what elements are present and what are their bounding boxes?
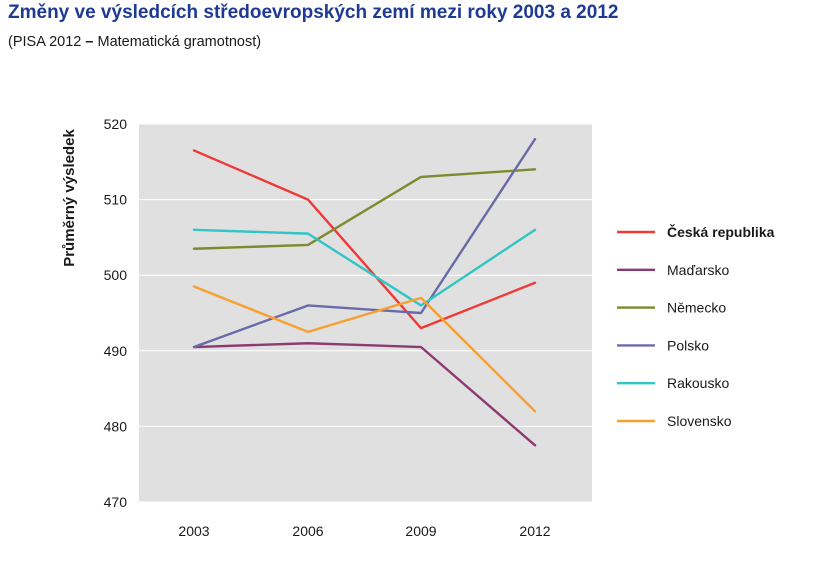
series-line-4 bbox=[192, 228, 537, 307]
gridlines bbox=[139, 123, 592, 503]
x-tick-label: 2009 bbox=[405, 523, 436, 539]
chart-subtitle: (PISA 2012 – Matematická gramotnost) bbox=[8, 34, 261, 50]
x-tick-label: 2006 bbox=[292, 523, 323, 539]
x-tick-label: 2012 bbox=[519, 523, 550, 539]
y-tick-labels: 470 480 490 500 510 520 bbox=[104, 116, 128, 510]
legend-label: Česká republika bbox=[667, 223, 775, 240]
legend-label: Německo bbox=[667, 300, 726, 316]
series-line-1 bbox=[192, 342, 537, 447]
chart-title: Změny ve výsledcích středoevropských zem… bbox=[8, 2, 619, 23]
y-tick-label: 500 bbox=[104, 267, 128, 283]
legend-label: Maďarsko bbox=[667, 262, 730, 278]
y-tick-label: 470 bbox=[104, 494, 128, 510]
legend-label: Polsko bbox=[667, 337, 709, 353]
y-tick-label: 510 bbox=[104, 192, 128, 208]
plot-area bbox=[139, 124, 592, 502]
x-tick-labels: 2003 2006 2009 2012 bbox=[178, 523, 550, 539]
series-lines bbox=[192, 137, 537, 447]
y-tick-label: 490 bbox=[104, 343, 128, 359]
series-line-3 bbox=[192, 137, 537, 349]
y-tick-label: 480 bbox=[104, 418, 128, 434]
subtitle-prefix: (PISA 2012 bbox=[8, 34, 86, 50]
subtitle-suffix: Matematická gramotnost) bbox=[93, 34, 262, 50]
series-line-0 bbox=[192, 149, 537, 330]
series-line-2 bbox=[192, 168, 537, 250]
x-tick-label: 2003 bbox=[178, 523, 209, 539]
legend-label: Rakousko bbox=[667, 375, 729, 391]
y-axis-label: Průměrný výsledek bbox=[61, 129, 78, 267]
legend: Česká republika Maďarsko Německo Polsko Rako… bbox=[617, 223, 775, 429]
series-line-5 bbox=[192, 285, 537, 413]
y-tick-label: 520 bbox=[104, 116, 128, 132]
legend-label: Slovensko bbox=[667, 413, 732, 429]
subtitle-dash: – bbox=[85, 34, 94, 50]
